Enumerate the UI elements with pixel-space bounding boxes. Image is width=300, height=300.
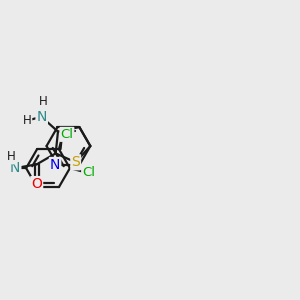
Text: H: H — [22, 114, 31, 127]
Text: H: H — [7, 150, 16, 164]
Text: H: H — [39, 95, 48, 109]
Text: S: S — [71, 155, 80, 169]
Text: Cl: Cl — [82, 166, 95, 178]
Text: N: N — [50, 158, 60, 172]
Text: Cl: Cl — [60, 128, 74, 141]
Text: O: O — [31, 177, 42, 191]
Text: N: N — [37, 110, 47, 124]
Text: N: N — [10, 161, 20, 175]
